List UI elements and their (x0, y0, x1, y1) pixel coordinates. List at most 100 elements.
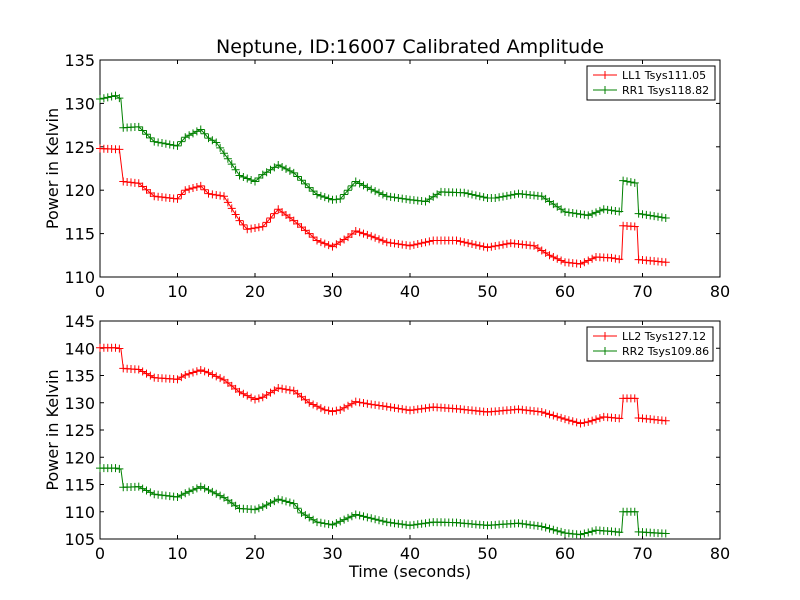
data-point (96, 95, 104, 104)
data-point (150, 137, 159, 146)
legend-marker (601, 347, 609, 355)
data-point (212, 372, 221, 381)
data-point (588, 254, 597, 263)
data-point (227, 204, 236, 213)
data-point (181, 370, 190, 379)
data-point (363, 230, 372, 239)
data-point (584, 417, 593, 426)
x-tick-label: 70 (632, 282, 652, 301)
data-point (382, 238, 391, 247)
data-point (576, 210, 585, 219)
data-point (502, 239, 511, 248)
data-point (421, 519, 430, 528)
data-point (239, 220, 248, 229)
data-point (588, 527, 597, 536)
data-point (359, 181, 368, 190)
data-point (231, 165, 240, 174)
data-point (615, 255, 624, 264)
data-point (173, 194, 182, 203)
y-tick-label: 135 (64, 51, 95, 70)
data-point (386, 403, 395, 412)
data-point (173, 141, 182, 150)
legend: LL1 Tsys111.05 RR1 Tsys118.82 (586, 65, 716, 101)
data-point (378, 236, 387, 245)
data-point (165, 140, 174, 149)
data-point (417, 239, 426, 248)
data-point (262, 500, 271, 509)
data-point (359, 512, 368, 521)
data-point (464, 239, 473, 248)
data-point (316, 404, 325, 413)
y-tick-label: 105 (64, 530, 95, 549)
data-point (328, 407, 337, 416)
data-point (584, 256, 593, 265)
data-point (491, 194, 500, 203)
data-point (471, 191, 480, 200)
data-point (553, 526, 562, 535)
data-point (402, 195, 411, 204)
data-point (142, 185, 151, 194)
data-point (336, 194, 345, 203)
data-point (537, 408, 546, 417)
data-point (359, 399, 368, 408)
data-point (564, 416, 573, 425)
data-point (611, 206, 620, 215)
data-point (522, 520, 531, 529)
data-point (138, 484, 147, 493)
data-point (320, 239, 329, 248)
data-point (580, 418, 589, 427)
data-point (266, 213, 275, 222)
data-point (340, 403, 349, 412)
data-point (402, 520, 411, 529)
data-point (274, 161, 283, 170)
data-point (406, 241, 414, 250)
data-point (518, 519, 527, 528)
data-point (282, 385, 290, 394)
data-point (460, 188, 469, 197)
data-point (576, 530, 585, 539)
data-point (344, 186, 352, 195)
data-point (324, 194, 333, 203)
data-point (561, 415, 569, 424)
y-tick-label: 140 (64, 339, 95, 358)
data-point (204, 189, 213, 198)
data-point (514, 519, 523, 528)
data-point (506, 191, 515, 200)
data-point (313, 518, 321, 527)
data-point (398, 240, 407, 249)
data-point (235, 387, 244, 396)
data-point (146, 488, 155, 497)
x-tick-label: 40 (400, 282, 420, 301)
data-point (216, 491, 225, 500)
data-point (177, 491, 186, 500)
data-point (661, 529, 670, 538)
data-point (111, 464, 120, 473)
data-point (580, 258, 589, 267)
data-point (588, 416, 597, 425)
data-point (258, 222, 267, 231)
data-point (351, 397, 360, 406)
data-point (231, 210, 240, 219)
data-point (367, 185, 376, 194)
data-point (235, 171, 244, 180)
data-point (367, 514, 376, 523)
data-point (270, 209, 279, 218)
data-point (185, 185, 194, 194)
data-point (293, 172, 302, 181)
data-point (549, 253, 558, 262)
data-point (371, 233, 380, 242)
data-point (309, 187, 318, 196)
data-point (316, 238, 325, 247)
data-point (479, 193, 488, 202)
data-point (220, 192, 228, 201)
data-point (371, 515, 380, 524)
data-point (394, 404, 403, 413)
data-point (161, 139, 170, 148)
data-point (301, 226, 310, 235)
data-point (347, 399, 356, 408)
data-point (355, 179, 364, 188)
data-point (468, 240, 476, 249)
data-point (607, 253, 616, 262)
data-point (200, 484, 209, 493)
data-point (406, 406, 414, 415)
